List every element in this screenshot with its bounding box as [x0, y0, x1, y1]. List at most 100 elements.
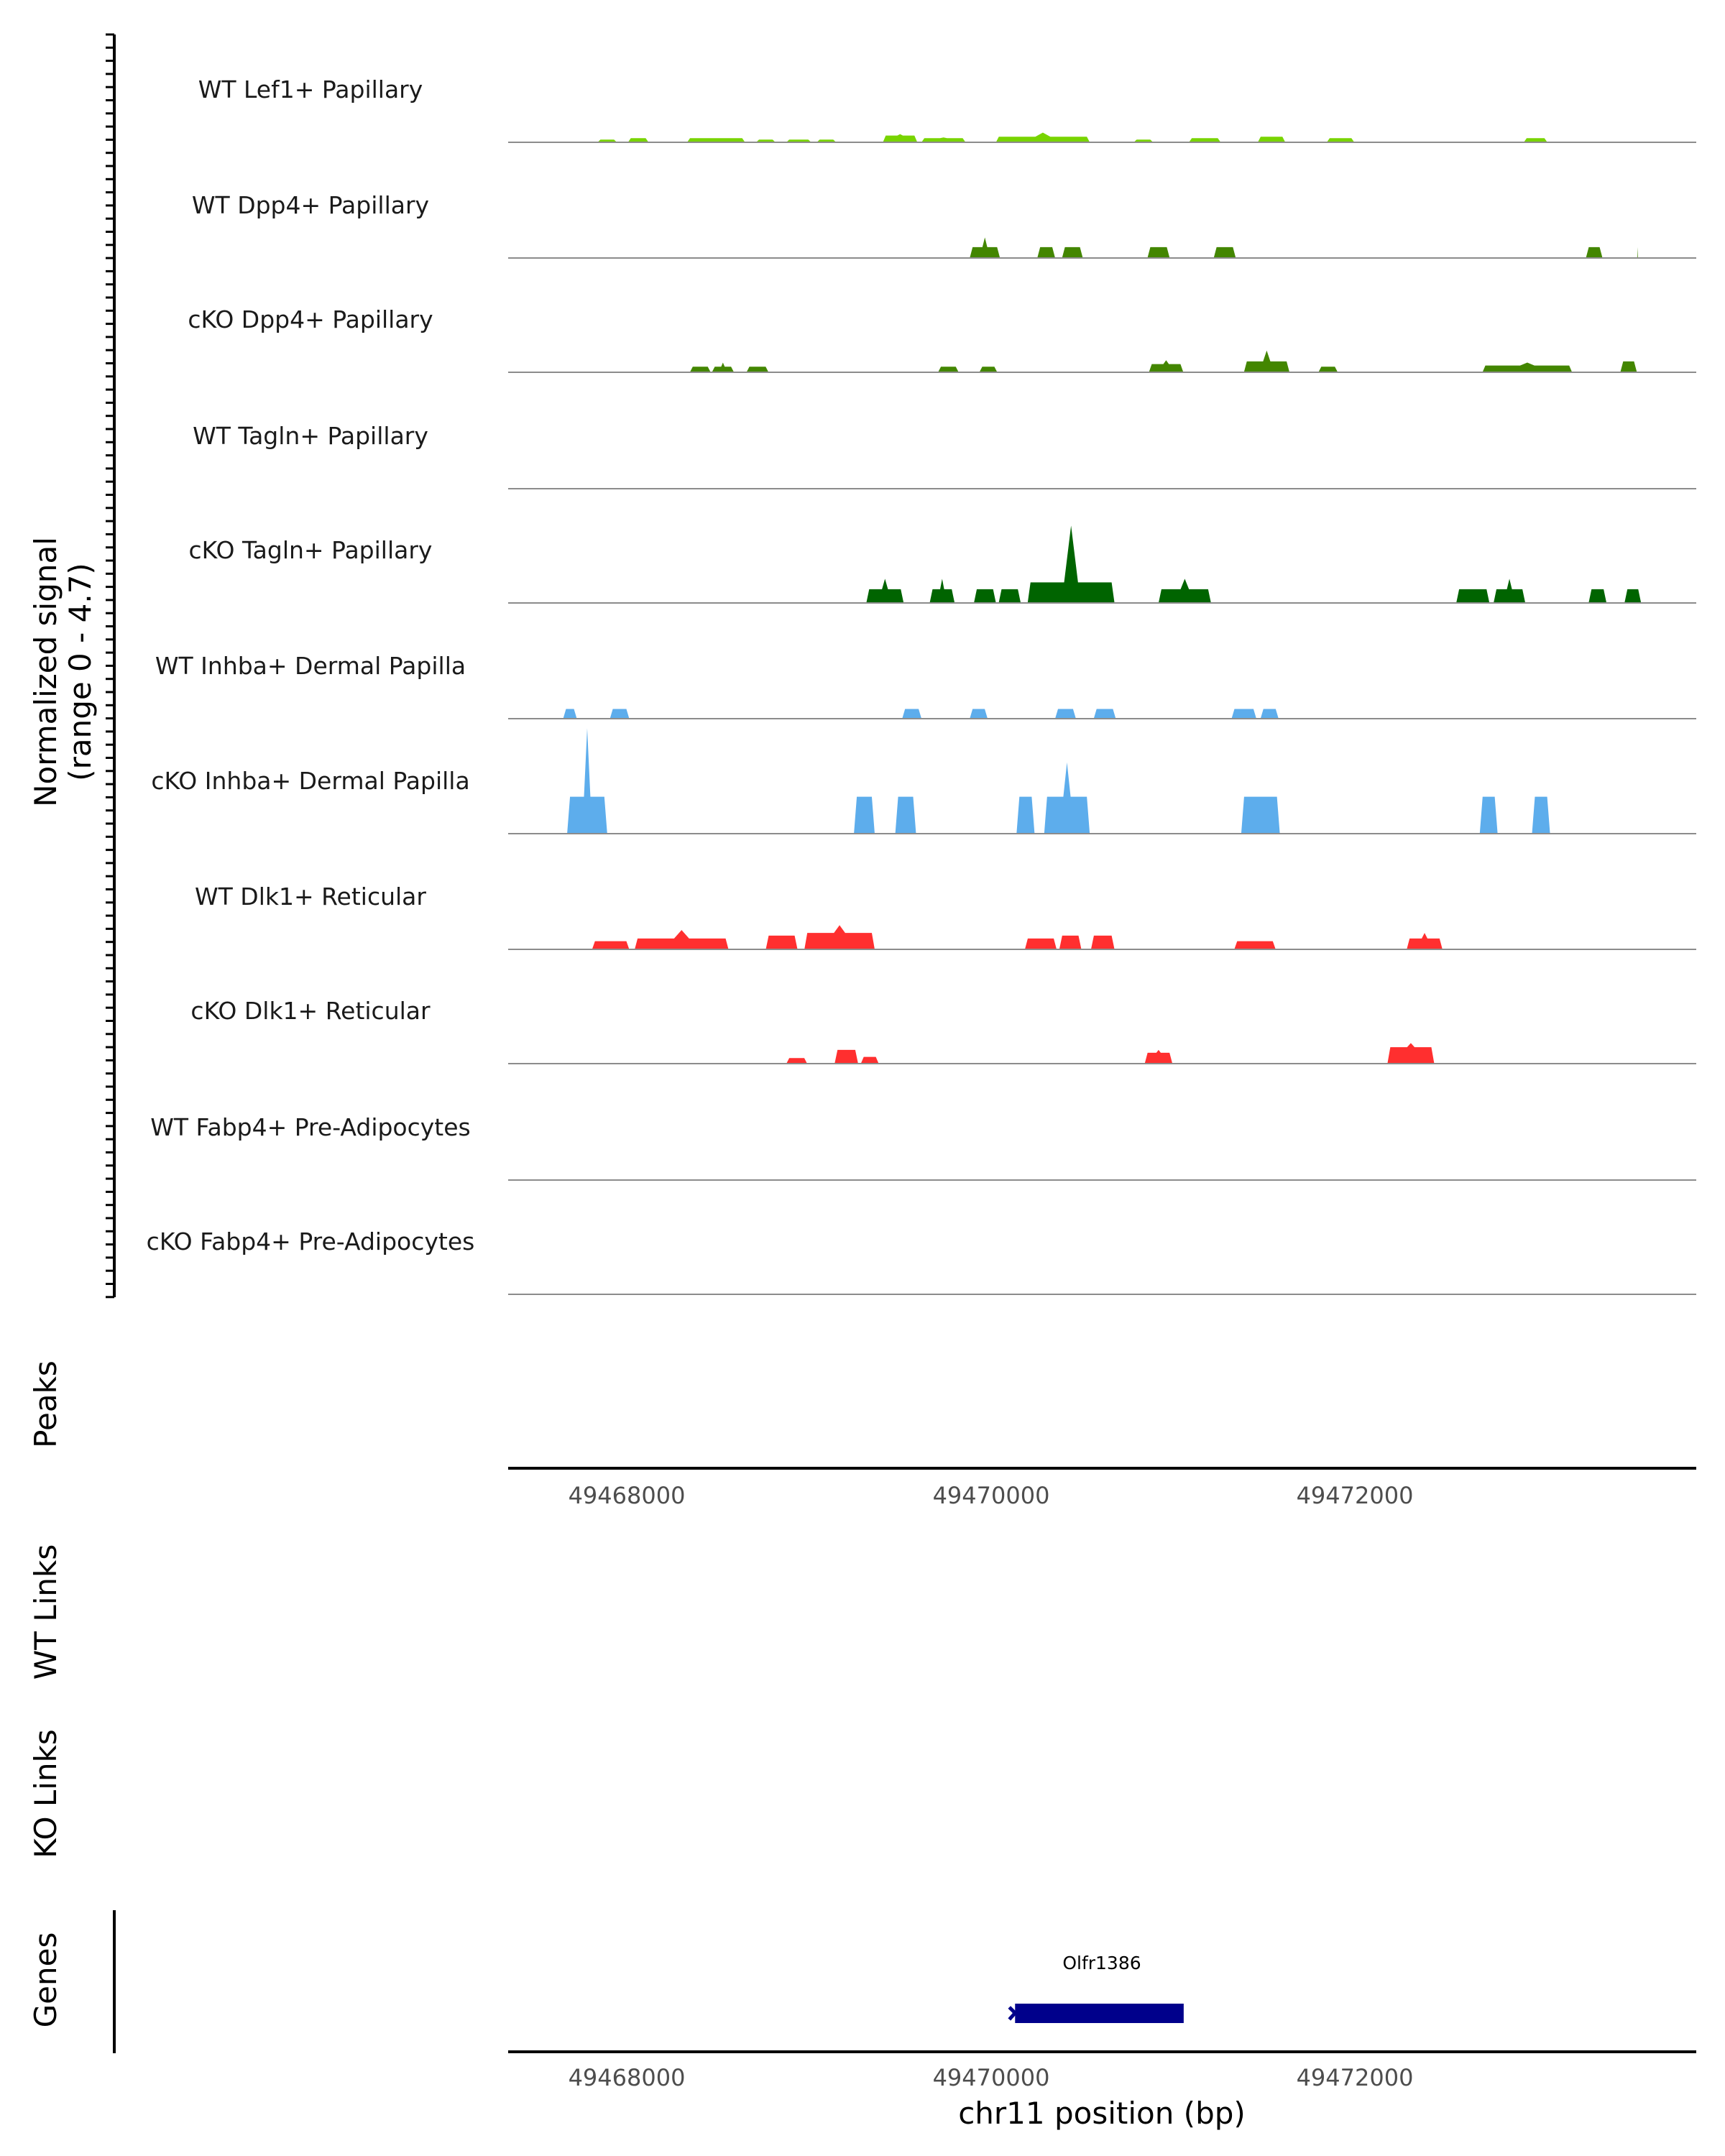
signal-peak — [1024, 938, 1057, 949]
track-label: cKO Dpp4+ Papillary — [188, 305, 433, 333]
signal-peak — [902, 709, 922, 719]
strand-arrow-icon — [1008, 2006, 1018, 2021]
signal-peak — [804, 925, 875, 949]
track: cKO Tagln+ Papillary — [189, 525, 1696, 604]
x-tick-label: 49468000 — [569, 1482, 686, 1509]
wt-links-panel-label: WT Links — [28, 1544, 63, 1680]
signal-peak — [1016, 796, 1035, 834]
signal-peak — [1588, 589, 1607, 603]
signal-peak — [1387, 1043, 1435, 1064]
signal-peak — [610, 709, 630, 719]
signal-peak — [929, 579, 955, 603]
ko-links-panel-label: KO Links — [28, 1729, 63, 1858]
signal-peak — [1635, 247, 1640, 258]
signal-peak — [746, 367, 769, 372]
signal-peak — [1158, 579, 1211, 603]
peaks-panel-label: Peaks — [28, 1360, 63, 1448]
signal-peak — [563, 709, 577, 719]
signal-peak — [974, 589, 996, 603]
signal-peak — [1482, 362, 1573, 372]
signal-peak — [1479, 796, 1498, 834]
track: cKO Dlk1+ Reticular — [190, 997, 1696, 1064]
track-label: WT Tagln+ Papillary — [193, 422, 428, 450]
signal-peak — [1189, 138, 1221, 142]
signal-peak — [1318, 367, 1338, 372]
track: cKO Dpp4+ Papillary — [188, 305, 1696, 373]
track: WT Inhba+ Dermal Papilla — [155, 652, 1696, 719]
signal-peak — [1260, 709, 1279, 719]
signal-peak — [1326, 138, 1355, 142]
signal-peak — [1037, 247, 1056, 258]
signal-peak — [1044, 762, 1090, 834]
track-label: WT Dlk1+ Reticular — [195, 883, 426, 911]
signal-peak — [765, 935, 798, 949]
signal-peak — [1149, 360, 1184, 372]
signal-peak — [712, 362, 735, 372]
track-label: WT Inhba+ Dermal Papilla — [155, 652, 466, 680]
signal-peak — [995, 132, 1090, 142]
y-axis-ticks — [106, 33, 114, 1299]
gene-exon — [1015, 2004, 1184, 2023]
signal-peak — [1494, 579, 1526, 603]
signal-peak — [627, 138, 649, 142]
signal-peak — [866, 579, 904, 603]
signal-peak — [1234, 941, 1276, 949]
signal-peak — [970, 709, 988, 719]
y-axis-title: Normalized signal — [28, 537, 63, 807]
track: WT Fabp4+ Pre-Adipocytes — [150, 1113, 1696, 1181]
signal-peak — [689, 367, 711, 372]
x-axis-title: chr11 position (bp) — [958, 2096, 1246, 2131]
y-axis-range: (range 0 - 4.7) — [63, 563, 98, 781]
signal-peak — [1231, 709, 1256, 719]
track: WT Tagln+ Papillary — [193, 422, 1696, 489]
tracks: WT Lef1+ Papillary WT Dpp4+ Papillary cKO … — [147, 75, 1696, 1295]
track: cKO Fabp4+ Pre-Adipocytes — [147, 1227, 1696, 1295]
signal-peak — [1620, 361, 1637, 372]
signal-peak — [1059, 935, 1082, 949]
signal-peak — [1062, 247, 1083, 258]
track-label: WT Dpp4+ Papillary — [192, 191, 429, 219]
signal-peak — [635, 930, 729, 949]
x-tick-label: 49472000 — [1297, 1482, 1414, 1509]
x-tick-label: 49468000 — [569, 2064, 686, 2091]
signal-peak — [1407, 933, 1443, 949]
signal-peak — [834, 1049, 858, 1064]
x-tick-label: 49470000 — [933, 2064, 1050, 2091]
track: WT Lef1+ Papillary — [198, 75, 1696, 143]
signal-peak — [1093, 709, 1116, 719]
track: WT Dpp4+ Papillary — [192, 191, 1696, 259]
signal-peak — [1243, 350, 1290, 372]
signal-peak — [1257, 137, 1286, 142]
signal-peak — [860, 1056, 879, 1064]
signal-peak — [1027, 525, 1115, 603]
track-label: WT Lef1+ Papillary — [198, 75, 423, 103]
signal-peak — [883, 134, 918, 142]
signal-peak — [938, 367, 959, 372]
signal-peak — [1241, 796, 1280, 834]
track: WT Dlk1+ Reticular — [195, 883, 1696, 950]
track: cKO Inhba+ Dermal Papilla — [151, 728, 1696, 834]
track-label: cKO Dlk1+ Reticular — [190, 997, 431, 1025]
signal-peak — [1144, 1049, 1173, 1064]
signal-peak — [921, 137, 966, 142]
signal-peak — [1456, 589, 1490, 603]
track-label: cKO Tagln+ Papillary — [189, 536, 433, 564]
signal-peak — [1624, 589, 1642, 603]
signal-peak — [1055, 709, 1076, 719]
signal-peak — [854, 796, 875, 834]
gene-label: Olfr1386 — [1062, 1953, 1141, 1973]
signal-peak — [979, 367, 998, 372]
signal-peak — [970, 237, 1000, 258]
track-label: cKO Fabp4+ Pre-Adipocytes — [147, 1227, 475, 1256]
track-label: cKO Inhba+ Dermal Papilla — [151, 767, 469, 795]
signal-peak — [1090, 935, 1115, 949]
x-tick-label: 49472000 — [1297, 2064, 1414, 2091]
gene-model-olfr1386 — [1008, 2004, 1184, 2023]
genes-panel-label: Genes — [28, 1932, 63, 2028]
signal-peak — [786, 1058, 807, 1064]
signal-peak — [1524, 138, 1547, 142]
signal-peak — [998, 589, 1021, 603]
track-label: WT Fabp4+ Pre-Adipocytes — [150, 1113, 470, 1141]
signal-peak — [895, 796, 916, 834]
